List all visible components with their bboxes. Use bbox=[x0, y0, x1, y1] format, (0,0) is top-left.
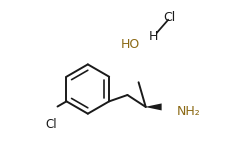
Text: Cl: Cl bbox=[45, 118, 57, 131]
Text: Cl: Cl bbox=[163, 11, 176, 24]
Polygon shape bbox=[145, 103, 162, 110]
Text: H: H bbox=[148, 30, 158, 43]
Text: HO: HO bbox=[121, 38, 140, 51]
Text: NH₂: NH₂ bbox=[177, 105, 201, 118]
